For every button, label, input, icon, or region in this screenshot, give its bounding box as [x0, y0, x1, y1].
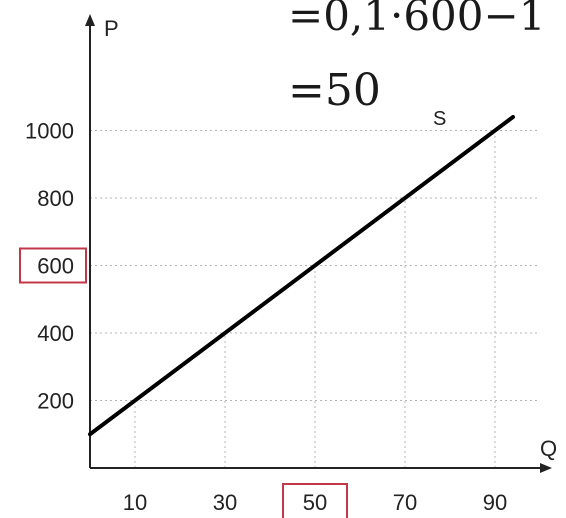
formula-line-2: =50 [288, 65, 381, 116]
x-axis-arrow-icon [540, 463, 552, 473]
y-tick-label-800: 800 [37, 186, 74, 211]
x-tick-highlight-box [282, 483, 348, 518]
series-label-s: S [433, 108, 446, 130]
y-tick-label-200: 200 [37, 389, 74, 414]
y-tick-label-600: 600 [37, 254, 74, 279]
y-axis-arrow-icon [85, 14, 95, 26]
axes: PQ [85, 14, 557, 473]
x-axis-label: Q [540, 436, 557, 461]
tick-labels: 200 400 600 800 1000 10 30 50 70 90 [19, 119, 507, 518]
y-tick-label-400: 400 [37, 321, 74, 346]
x-tick-label-70: 70 [393, 490, 417, 515]
y-tick-label-1000: 1000 [25, 119, 74, 144]
formula-line-1: =0,1·600−1 [288, 0, 545, 40]
supply-line [88, 115, 515, 437]
grid-lines [90, 130, 540, 468]
x-tick-label-30: 30 [213, 490, 237, 515]
x-tick-label-50: 50 [303, 490, 327, 515]
y-tick-highlight-box [19, 247, 87, 284]
x-tick-label-90: 90 [483, 490, 507, 515]
x-tick-label-10: 10 [123, 490, 147, 515]
y-axis-label: P [104, 16, 119, 41]
series-group: S [88, 108, 515, 437]
